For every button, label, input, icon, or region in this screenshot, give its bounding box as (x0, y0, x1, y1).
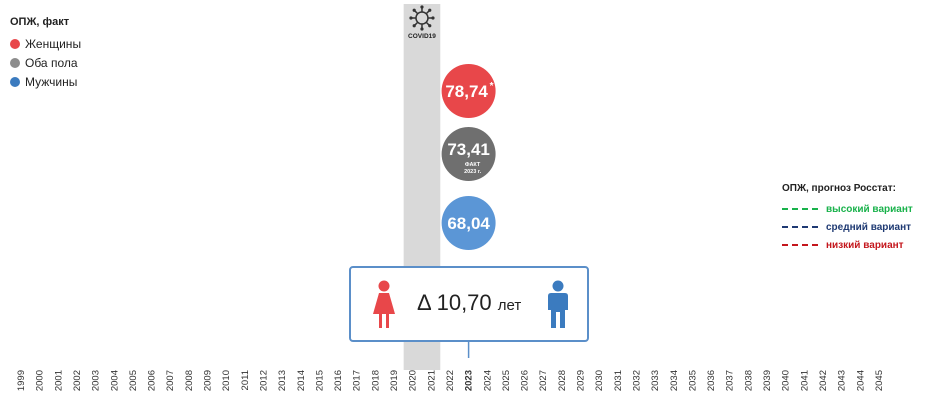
x-tick-label: 2001 (53, 370, 64, 391)
women-2023-value: 78,74 (445, 82, 488, 101)
x-tick-label: 2035 (687, 370, 698, 391)
women-2023-mark: * (490, 81, 494, 92)
delta-unit: лет (497, 297, 522, 314)
dash-line-icon (782, 244, 818, 246)
fact-legend-title: ОПЖ, факт (10, 16, 70, 28)
covid-label: COVID19 (408, 33, 436, 40)
x-tick-label: 2008 (184, 370, 195, 391)
men-2023-value: 68,04 (447, 214, 490, 233)
x-tick-label: 2036 (706, 370, 717, 391)
forecast-legend-high: высокий вариант (782, 200, 913, 218)
x-tick-label: 2013 (277, 370, 288, 391)
x-tick-label: 2042 (818, 370, 829, 391)
x-tick-label: 2038 (743, 370, 754, 391)
x-tick-label: 2015 (314, 370, 325, 391)
x-tick-label: 2028 (557, 370, 568, 391)
x-tick-label: 2006 (147, 370, 158, 391)
x-tick-label: 2003 (91, 370, 102, 391)
legend-item-both: Оба пола (10, 53, 81, 72)
x-tick-label: 2041 (799, 370, 810, 391)
x-tick-label: 2019 (389, 370, 400, 391)
women-2023-bubble: 78,74 * (441, 64, 496, 118)
delta-gap-box: Δ 10,70 лет (349, 266, 589, 342)
x-tick-label: 2032 (631, 370, 642, 391)
dash-line-icon (782, 226, 818, 228)
legend-item-women: Женщины (10, 34, 81, 53)
both-2023-sub1: ФАКТ (465, 162, 481, 168)
man-icon (548, 280, 568, 328)
x-tick-label: 2004 (109, 370, 120, 391)
forecast-legend-low: низкий вариант (782, 236, 913, 254)
x-tick-label: 2033 (650, 370, 661, 391)
x-tick-label: 2034 (669, 370, 680, 391)
x-tick-label: 2044 (855, 370, 866, 391)
forecast-legend-medium: средний вариант (782, 218, 913, 236)
x-tick-label: 2040 (781, 370, 792, 391)
x-tick-label: 2043 (837, 370, 848, 391)
legend-item-label: Женщины (25, 36, 82, 51)
x-tick-label: 2005 (128, 370, 139, 391)
x-tick-label: 2016 (333, 370, 344, 391)
x-tick-label: 2009 (203, 370, 214, 391)
delta-text: Δ 10,70 (417, 290, 492, 315)
x-axis-tick-labels: 1999 2000 2001 2002 2003 2004 2005 2006 2007 2008… (16, 342, 885, 391)
x-tick-label: 2027 (538, 370, 549, 391)
x-tick-label: 2010 (221, 370, 232, 391)
x-tick-label: 2029 (576, 370, 587, 391)
covid-virus-icon (409, 5, 435, 31)
forecast-legend-label: низкий вариант (826, 239, 904, 251)
x-tick-label: 2012 (258, 370, 269, 391)
x-tick-label: 2000 (35, 370, 46, 391)
dash-line-icon (782, 208, 818, 210)
x-tick-label: 1999 (16, 370, 27, 391)
women-dot-icon (10, 38, 20, 49)
x-tick-label: 2023 (464, 370, 475, 391)
x-tick-label: 2018 (370, 370, 381, 391)
fact-legend: ОПЖ, факт Женщины Оба пола Мужчины (10, 16, 81, 91)
delta-value: Δ 10,70 лет (417, 290, 521, 316)
x-tick-label: 2030 (594, 370, 605, 391)
men-dot-icon (10, 76, 20, 87)
x-tick-label: 2011 (240, 370, 251, 390)
x-tick-label: 2037 (725, 370, 736, 391)
x-tick-label: 2022 (445, 370, 456, 391)
both-2023-sub2: 2023 г. (464, 169, 482, 175)
x-tick-label: 2031 (613, 370, 624, 391)
x-tick-label: 2002 (72, 370, 83, 391)
forecast-legend: ОПЖ, прогноз Росстат: высокий вариант ср… (782, 183, 913, 254)
men-2023-bubble: 68,04 (441, 196, 496, 250)
woman-icon (373, 280, 395, 328)
legend-item-label: Мужчины (25, 74, 78, 89)
legend-item-label: Оба пола (25, 55, 78, 70)
x-tick-label: 2024 (482, 370, 493, 391)
legend-item-men: Мужчины (10, 72, 81, 91)
forecast-legend-label: высокий вариант (826, 203, 913, 215)
both-2023-value: 73,41 (447, 140, 490, 159)
x-tick-label: 2020 (408, 370, 419, 391)
x-tick-label: 2026 (520, 370, 531, 391)
x-tick-label: 2025 (501, 370, 512, 391)
x-tick-label: 2014 (296, 370, 307, 391)
x-tick-label: 2017 (352, 370, 363, 391)
forecast-legend-title: ОПЖ, прогноз Росстат: (782, 183, 896, 194)
x-tick-label: 2021 (426, 370, 437, 391)
both-dot-icon (10, 57, 20, 68)
forecast-legend-label: средний вариант (826, 221, 912, 233)
x-tick-label: 2039 (762, 370, 773, 391)
x-tick-label: 2007 (165, 370, 176, 391)
x-tick-label: 2045 (874, 370, 885, 391)
